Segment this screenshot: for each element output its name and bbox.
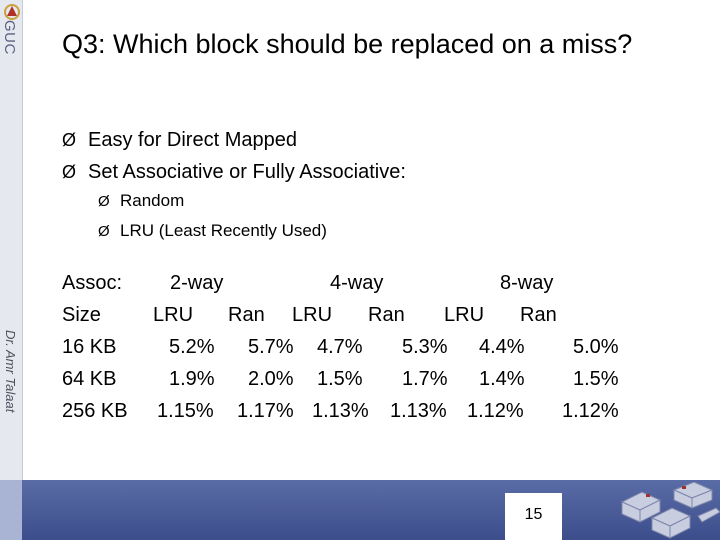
page-number-box [505, 493, 562, 540]
subheader-cell: LRU [153, 304, 194, 326]
value-cell: 1.13% [312, 400, 369, 422]
value-cell: 4.7% [317, 336, 363, 358]
row-size-cell: 16 KB [62, 336, 117, 358]
group-header-8way: 8-way [500, 272, 554, 294]
group-header-4way: 4-way [330, 272, 384, 294]
value-cell: 1.5% [317, 368, 363, 390]
sub-bullet-item: Ø LRU (Least Recently Used) [98, 216, 327, 246]
assoc-label: Assoc: [62, 272, 123, 294]
logo-label: GUC [1, 20, 18, 55]
sub-bullet-list: Ø Random Ø LRU (Least Recently Used) [98, 186, 327, 246]
value-cell: 1.15% [157, 400, 214, 422]
footer-bar [0, 480, 720, 540]
author-label: Dr. Amr Talaat [3, 330, 18, 413]
value-cell: 1.7% [402, 368, 448, 390]
subheader-cell: Ran [228, 304, 265, 326]
value-cell: 1.5% [573, 368, 619, 390]
value-cell: 5.3% [402, 336, 448, 358]
value-cell: 2.0% [248, 368, 294, 390]
value-cell: 5.2% [169, 336, 215, 358]
circuit-decoration-icon [620, 482, 720, 539]
value-cell: 4.4% [479, 336, 525, 358]
bullet-text: Set Associative or Fully Associative: [88, 161, 406, 183]
bullet-text: Easy for Direct Mapped [88, 129, 297, 151]
logo-emblem-icon [4, 4, 20, 20]
sub-bullet-item: Ø Random [98, 186, 327, 216]
page-number: 15 [524, 506, 543, 523]
footer-left-block [0, 480, 22, 540]
logo-text: GUC [0, 20, 22, 60]
sidebar-divider [22, 0, 23, 480]
bullet-arrow-icon: Ø [98, 193, 110, 210]
value-cell: 1.9% [169, 368, 215, 390]
bullet-arrow-icon: Ø [62, 130, 77, 150]
subheader-cell: Ran [520, 304, 557, 326]
row-size-cell: 64 KB [62, 368, 117, 390]
bullet-list: Ø Easy for Direct Mapped Ø Set Associative… [62, 124, 406, 188]
bullet-arrow-icon: Ø [62, 162, 77, 182]
size-label: Size [62, 304, 101, 326]
author-credit: Dr. Amr Talaat [2, 330, 20, 460]
value-cell: 1.12% [562, 400, 619, 422]
subheader-cell: Ran [368, 304, 405, 326]
sub-bullet-text: Random [120, 191, 185, 210]
value-cell: 1.17% [237, 400, 294, 422]
guc-logo [2, 2, 22, 60]
bullet-arrow-icon: Ø [98, 223, 110, 240]
value-cell: 1.4% [479, 368, 525, 390]
group-header-2way: 2-way [170, 272, 224, 294]
value-cell: 1.13% [390, 400, 447, 422]
value-cell: 1.12% [467, 400, 524, 422]
subheader-cell: LRU [444, 304, 485, 326]
subheader-cell: LRU [292, 304, 333, 326]
value-cell: 5.0% [573, 336, 619, 358]
bullet-item: Ø Set Associative or Fully Associative: [62, 156, 406, 188]
value-cell: 5.7% [248, 336, 294, 358]
row-size-cell: 256 KB [62, 400, 128, 422]
slide-title: Q3: Which block should be replaced on a … [62, 29, 633, 59]
left-sidebar [0, 0, 22, 540]
sub-bullet-text: LRU (Least Recently Used) [120, 221, 327, 240]
bullet-item: Ø Easy for Direct Mapped [62, 124, 406, 156]
